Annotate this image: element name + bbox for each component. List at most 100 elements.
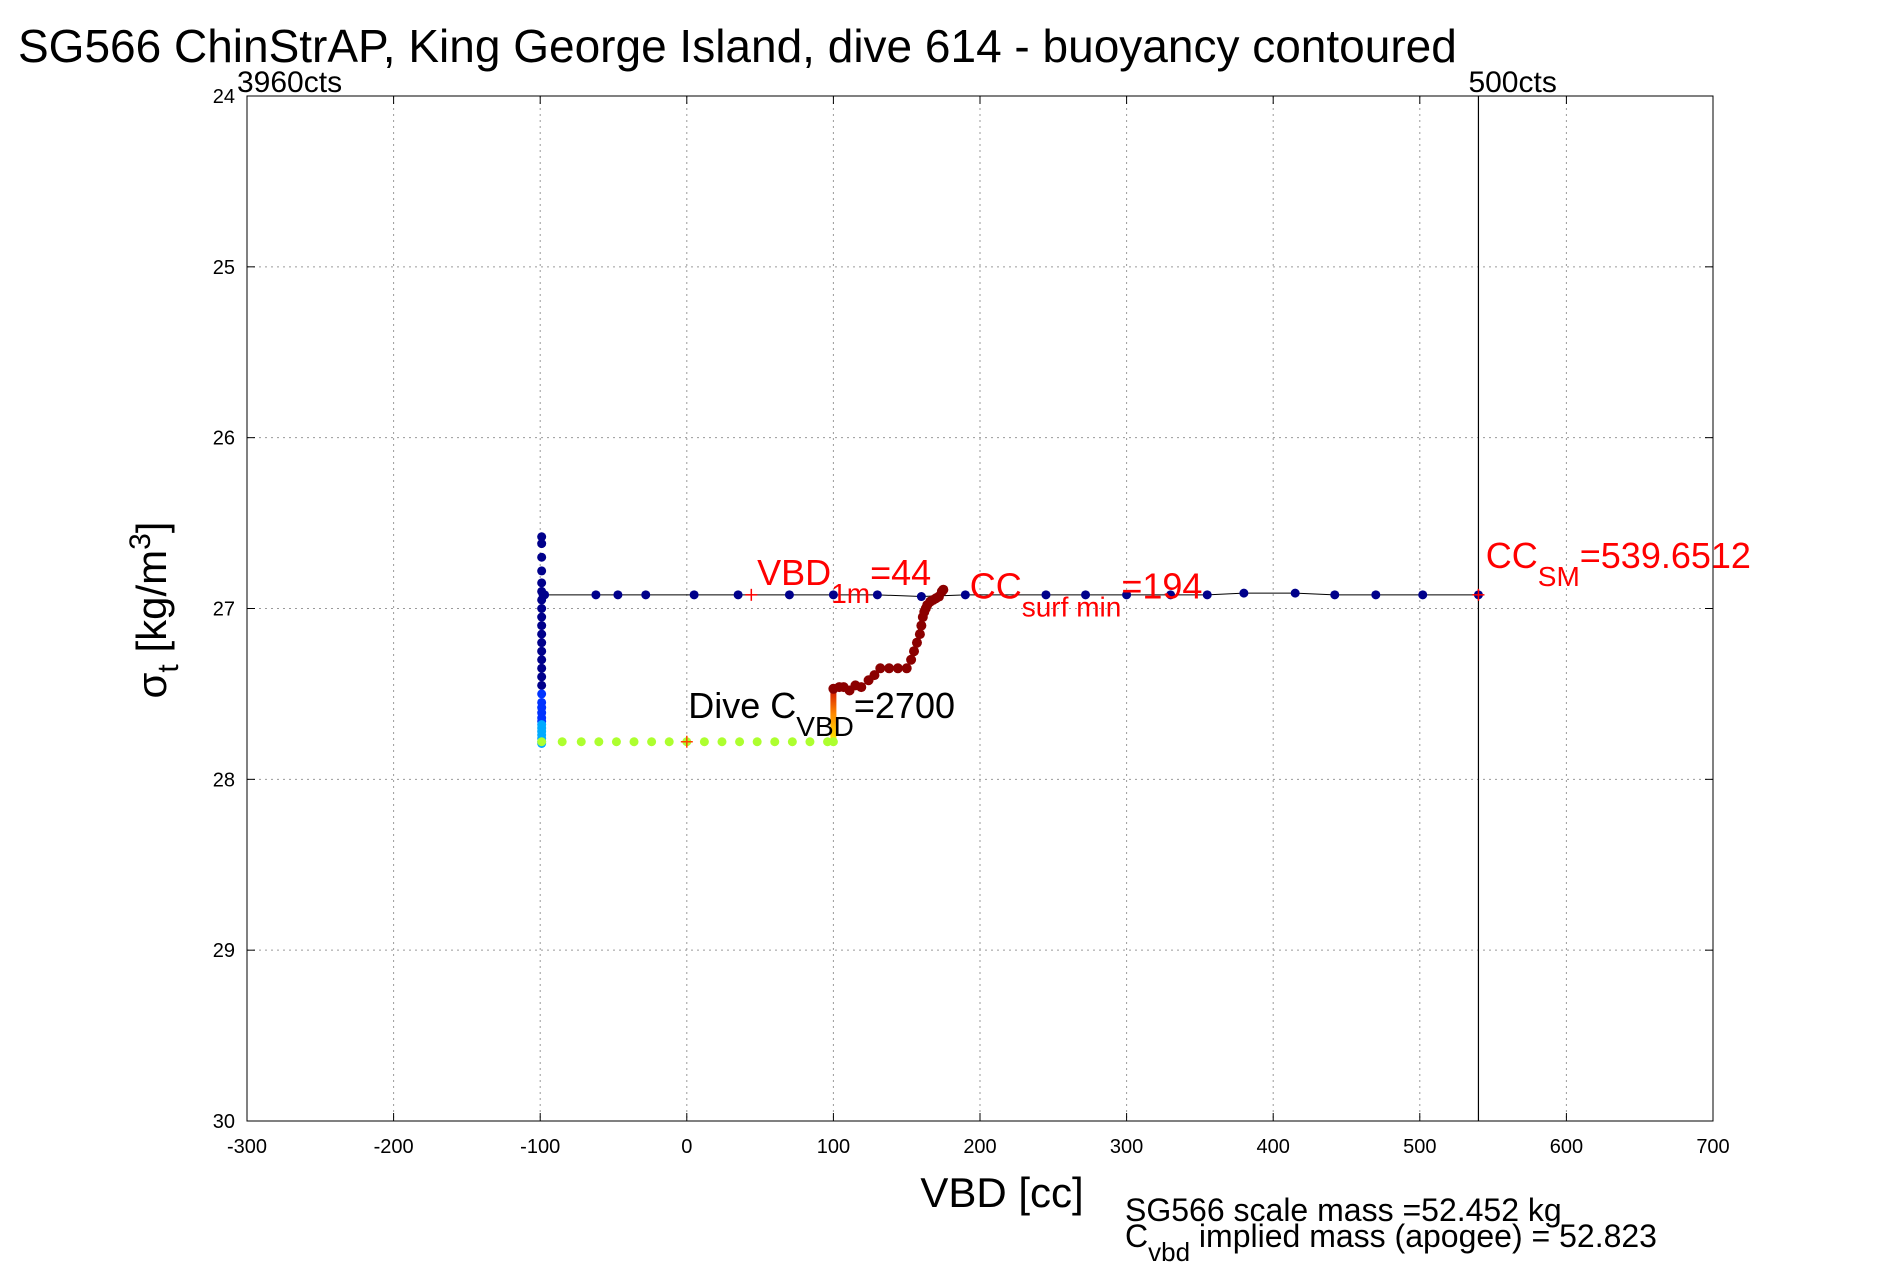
data-point [1122, 590, 1132, 600]
data-point [1371, 590, 1381, 600]
data-point [611, 737, 621, 747]
annotation-main: CC [970, 566, 1022, 607]
x-tick-label: -100 [520, 1136, 560, 1158]
x-tick-label: 200 [963, 1136, 996, 1158]
top-label: 3960cts [237, 66, 342, 99]
y-axis-ticks: 24 25 26 27 28 29 30 [213, 86, 1713, 1133]
data-point [1202, 590, 1212, 600]
data-point [892, 663, 903, 674]
annotation-main: VBD [757, 552, 831, 593]
implied-mass-rest: implied mass (apogee) = 52.823 [1190, 1218, 1657, 1254]
data-point [537, 539, 547, 549]
data-point [1081, 590, 1091, 600]
y-tick-label: 24 [213, 86, 235, 108]
vbd-bar [830, 685, 837, 742]
annotations: VBD1m=44 CCsurf min=194CCSM=539.6512Dive … [688, 535, 1751, 742]
markers [680, 588, 1485, 748]
data-point [856, 682, 867, 693]
annotation-rest: =44 [870, 552, 931, 593]
data-point [884, 663, 895, 674]
data-point [784, 590, 794, 600]
annotation-sub: 1m [831, 578, 870, 609]
data-point [537, 646, 547, 656]
y-tick-label: 27 [213, 599, 235, 621]
data-point [537, 552, 547, 562]
data-point [911, 637, 922, 648]
data-point [916, 592, 926, 602]
data-point [629, 737, 639, 747]
y-axis-label-sigma: σ [128, 672, 175, 698]
x-tick-label: 600 [1550, 1136, 1583, 1158]
x-tick-label: -200 [374, 1136, 414, 1158]
y-tick-label: 30 [213, 1111, 235, 1133]
y-axis-label: σt [kg/m3] [124, 522, 185, 699]
data-point [875, 663, 886, 674]
data-point [537, 638, 547, 648]
data-point [641, 590, 651, 600]
y-axis-label-close: ] [128, 522, 175, 534]
annotation-sub: VBD [796, 711, 854, 742]
data-point [576, 737, 586, 747]
data-point [828, 590, 838, 600]
implied-mass-text: Cvbd implied mass (apogee) = 52.823 [1125, 1218, 1657, 1262]
data-point [938, 584, 949, 595]
y-axis-label-unit: [kg/m [128, 550, 175, 664]
data-point [752, 737, 762, 747]
top-label: 500cts [1468, 66, 1556, 99]
data-point [960, 590, 970, 600]
x-tick-label: -300 [227, 1136, 267, 1158]
x-tick-label: 400 [1257, 1136, 1290, 1158]
chart-title: SG566 ChinStrAP, King George Island, div… [18, 20, 1457, 72]
data-point [901, 663, 912, 674]
data-point [537, 663, 547, 673]
y-tick-label: 26 [213, 428, 235, 450]
annotation-main: CC [1486, 535, 1538, 576]
y-axis-label-sub: t [152, 664, 185, 673]
data-point [1330, 590, 1340, 600]
data-point [1290, 588, 1300, 598]
data-point [914, 629, 925, 640]
data-point [1239, 588, 1249, 598]
data-point [557, 737, 567, 747]
annotation-rest: =539.6512 [1580, 535, 1751, 576]
data-point [537, 578, 547, 588]
data-point [594, 737, 604, 747]
data-point [537, 586, 547, 596]
data-point [647, 737, 657, 747]
data-point [717, 737, 727, 747]
x-tick-label: 0 [681, 1136, 692, 1158]
annotation: CCsurf min=194 [970, 566, 1203, 623]
data-point [537, 680, 547, 690]
data-point [699, 737, 709, 747]
x-axis-label: VBD [cc] [920, 1169, 1083, 1216]
data-point [537, 621, 547, 631]
data-point [537, 629, 547, 639]
data-point [872, 590, 882, 600]
grid [247, 96, 1713, 1121]
data-point [537, 737, 547, 747]
data-point [537, 566, 547, 576]
data-point [1166, 590, 1176, 600]
data-point [735, 737, 745, 747]
annotation-sub: surf min [1022, 592, 1122, 623]
data-point [537, 532, 547, 542]
annotation-main: Dive C [688, 685, 796, 726]
data-point [828, 737, 838, 747]
data-point [613, 590, 623, 600]
y-tick-label: 28 [213, 769, 235, 791]
data-point [733, 590, 743, 600]
data-series [537, 532, 1483, 748]
data-point [537, 655, 547, 665]
annotation: CCSM=539.6512 [1486, 535, 1751, 592]
data-point [916, 620, 927, 631]
x-tick-label: 300 [1110, 1136, 1143, 1158]
y-tick-label: 25 [213, 257, 235, 279]
y-tick-label: 29 [213, 940, 235, 962]
data-point [906, 654, 917, 665]
y-axis-label-sup: 3 [124, 533, 157, 550]
annotation-rest: =2700 [854, 685, 955, 726]
data-point [770, 737, 780, 747]
data-point [537, 595, 547, 605]
data-point [787, 737, 797, 747]
